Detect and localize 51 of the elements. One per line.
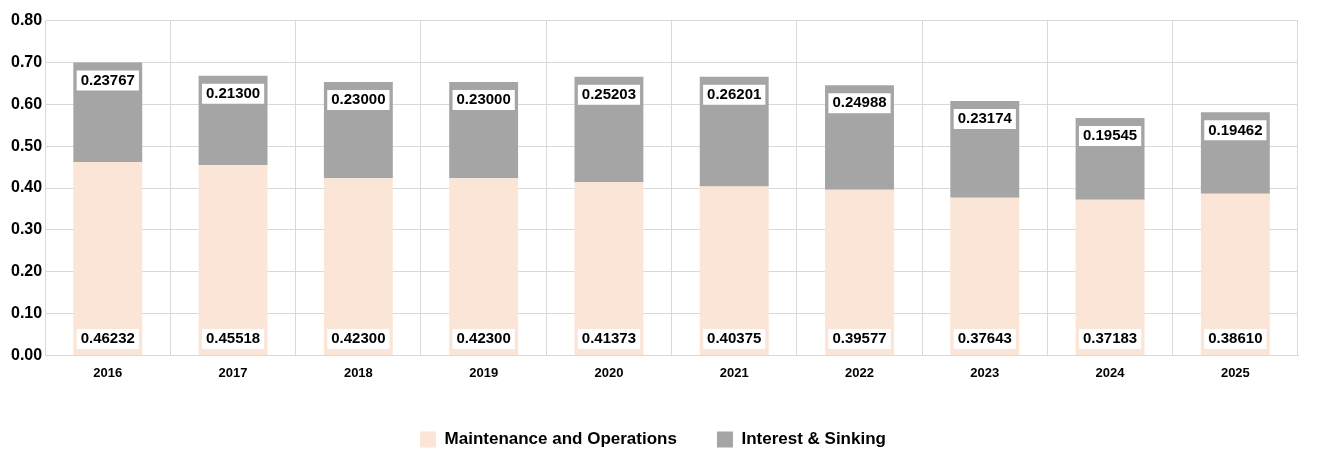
x-tick-label: 2016 <box>93 364 123 380</box>
bar <box>1075 199 1145 355</box>
data-label: 0.37183 <box>1082 329 1138 347</box>
bar <box>1200 193 1270 355</box>
x-tick-label: 2023 <box>970 364 1000 380</box>
data-label: 0.38610 <box>1208 329 1263 347</box>
legend-label: Interest & Sinking <box>741 429 886 449</box>
data-label: 0.41373 <box>581 329 637 347</box>
x-tick-label: 2024 <box>1095 364 1126 380</box>
data-label: 0.23174 <box>957 109 1013 127</box>
x-tick-label: 2021 <box>719 364 749 380</box>
y-tick-label: 0.50 <box>11 136 43 154</box>
data-label: 0.46232 <box>80 329 135 347</box>
x-tick-label: 2022 <box>845 364 874 380</box>
x-tick-label: 2018 <box>343 364 373 380</box>
data-label: 0.24988 <box>832 93 887 111</box>
y-tick-label: 0.20 <box>11 262 43 280</box>
data-label: 0.19545 <box>1082 126 1138 144</box>
data-label: 0.21300 <box>205 83 261 101</box>
y-tick-label: 0.10 <box>11 303 43 321</box>
data-label: 0.40375 <box>707 329 762 347</box>
data-label: 0.23000 <box>331 90 386 108</box>
data-label: 0.37643 <box>957 329 1012 347</box>
bar <box>323 178 393 355</box>
x-tick-label: 2025 <box>1220 364 1250 380</box>
legend-label: Maintenance and Operations <box>444 429 677 449</box>
bar <box>825 189 894 355</box>
data-label: 0.23767 <box>80 70 135 88</box>
y-tick-label: 0.30 <box>11 220 43 238</box>
y-tick-label: 0.40 <box>11 178 43 196</box>
bar <box>449 178 519 355</box>
bar <box>73 161 143 355</box>
x-tick-label: 2020 <box>594 364 624 380</box>
x-tick-label: 2017 <box>218 364 248 380</box>
data-label: 0.25203 <box>581 84 637 102</box>
data-label: 0.45518 <box>205 329 261 347</box>
bar <box>950 197 1020 355</box>
y-tick-label: 0.60 <box>11 94 43 112</box>
data-label: 0.19462 <box>1208 120 1263 138</box>
y-tick-label: 0.80 <box>11 11 43 29</box>
y-tick-label: 0.70 <box>11 52 43 70</box>
bar <box>699 186 769 355</box>
data-label: 0.26201 <box>707 84 762 102</box>
y-tick-label: 0.00 <box>11 345 43 363</box>
data-label: 0.42300 <box>456 329 511 347</box>
bar <box>574 182 644 355</box>
data-label: 0.23000 <box>456 90 511 108</box>
data-label: 0.39577 <box>832 329 887 347</box>
bar <box>198 164 268 355</box>
data-label: 0.42300 <box>331 329 386 347</box>
x-tick-label: 2019 <box>469 364 499 380</box>
